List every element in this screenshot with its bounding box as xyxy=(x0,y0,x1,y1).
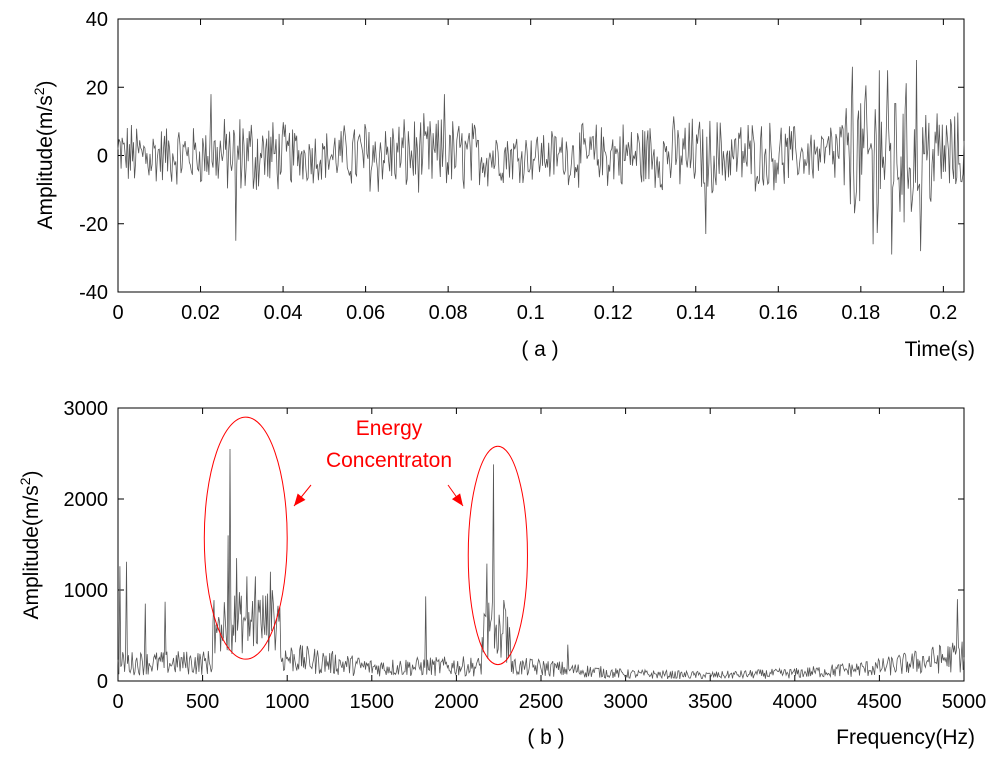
y-axis-title-b-sup: 2 xyxy=(17,477,33,485)
y-axis-title-a-sup: 2 xyxy=(31,87,47,95)
b-y-tick-label: 3000 xyxy=(64,398,109,420)
a-x-tick-label: 0 xyxy=(112,302,123,324)
a-y-tick-label: 0 xyxy=(97,146,108,168)
chart-panel-b: 0 500 1000 1500 2000 2500 3000 3500 4000 4500 5000… xyxy=(17,398,986,749)
energy-annotation xyxy=(203,416,528,666)
spectrum-line-b xyxy=(117,448,965,680)
a-x-tick-label: 0.14 xyxy=(676,302,715,324)
energy-ellipse-2 xyxy=(467,445,528,666)
b-x-tick-label: 3500 xyxy=(688,691,733,713)
y-ticks-a: -40 -20 0 20 40 xyxy=(79,9,964,304)
panel-label-b: ( b ) xyxy=(527,726,564,749)
y-axis-title-a-text: Amplitude(m/s xyxy=(34,95,57,229)
a-x-tick-label: 0.02 xyxy=(181,302,220,324)
y-axis-title-b-text: Amplitude(m/s xyxy=(20,485,43,619)
annotation-arrow-left-head xyxy=(294,493,306,506)
chart-panel-a: 0 0.02 0.04 0.06 0.08 0.1 0.12 0.14 0.16 0.18 0.2 … xyxy=(31,9,975,361)
a-y-tick-label: -40 xyxy=(79,282,108,304)
x-ticks-a: 0 0.02 0.04 0.06 0.08 0.1 0.12 0.14 0.16 0.18 0.2 xyxy=(112,19,957,324)
annotation-arrow-right-head xyxy=(451,493,463,506)
y-ticks-b: 0 1000 2000 3000 xyxy=(64,398,964,693)
b-x-tick-label: 500 xyxy=(186,691,219,713)
y-axis-title-a: Amplitude(m/s2) xyxy=(31,81,57,230)
annotation-arrow-right xyxy=(447,484,464,507)
b-x-tick-label: 0 xyxy=(112,691,123,713)
annotation-text-line2: Concentraton xyxy=(326,449,452,472)
a-x-tick-label: 0.04 xyxy=(264,302,303,324)
b-y-tick-label: 2000 xyxy=(64,489,109,511)
y-axis-title-b-close: ) xyxy=(20,471,43,478)
a-x-tick-label: 0.08 xyxy=(429,302,468,324)
a-x-tick-label: 0.2 xyxy=(929,302,957,324)
x-axis-title-b: Frequency(Hz) xyxy=(836,726,975,749)
signal-line-a xyxy=(117,59,965,255)
b-x-tick-label: 2500 xyxy=(519,691,564,713)
y-axis-title-a-close: ) xyxy=(34,81,57,88)
b-x-tick-label: 2000 xyxy=(434,691,479,713)
a-x-tick-label: 0.1 xyxy=(517,302,545,324)
a-x-tick-label: 0.18 xyxy=(841,302,880,324)
a-x-tick-label: 0.12 xyxy=(594,302,633,324)
panel-label-a: ( a ) xyxy=(521,338,558,361)
a-y-tick-label: 40 xyxy=(86,9,108,31)
b-x-tick-label: 1000 xyxy=(265,691,310,713)
energy-ellipse-1 xyxy=(203,416,288,660)
annotation-text-line1: Energy xyxy=(356,417,423,440)
b-x-tick-label: 4500 xyxy=(857,691,902,713)
b-y-tick-label: 0 xyxy=(97,671,108,693)
b-x-tick-label: 4000 xyxy=(773,691,818,713)
b-x-tick-label: 3000 xyxy=(603,691,648,713)
a-x-tick-label: 0.06 xyxy=(346,302,385,324)
annotation-arrow-left xyxy=(293,484,312,507)
a-y-tick-label: -20 xyxy=(79,214,108,236)
y-axis-title-b: Amplitude(m/s2) xyxy=(17,471,43,620)
plot-frame-b xyxy=(117,407,965,682)
x-axis-title-a: Time(s) xyxy=(905,338,975,361)
b-x-tick-label: 5000 xyxy=(942,691,987,713)
x-ticks-b: 0 500 1000 1500 2000 2500 3000 3500 4000 4500 5000 xyxy=(112,408,986,713)
b-y-tick-label: 1000 xyxy=(64,580,109,602)
a-x-tick-label: 0.16 xyxy=(759,302,798,324)
b-x-tick-label: 1500 xyxy=(350,691,395,713)
a-y-tick-label: 20 xyxy=(86,77,108,99)
